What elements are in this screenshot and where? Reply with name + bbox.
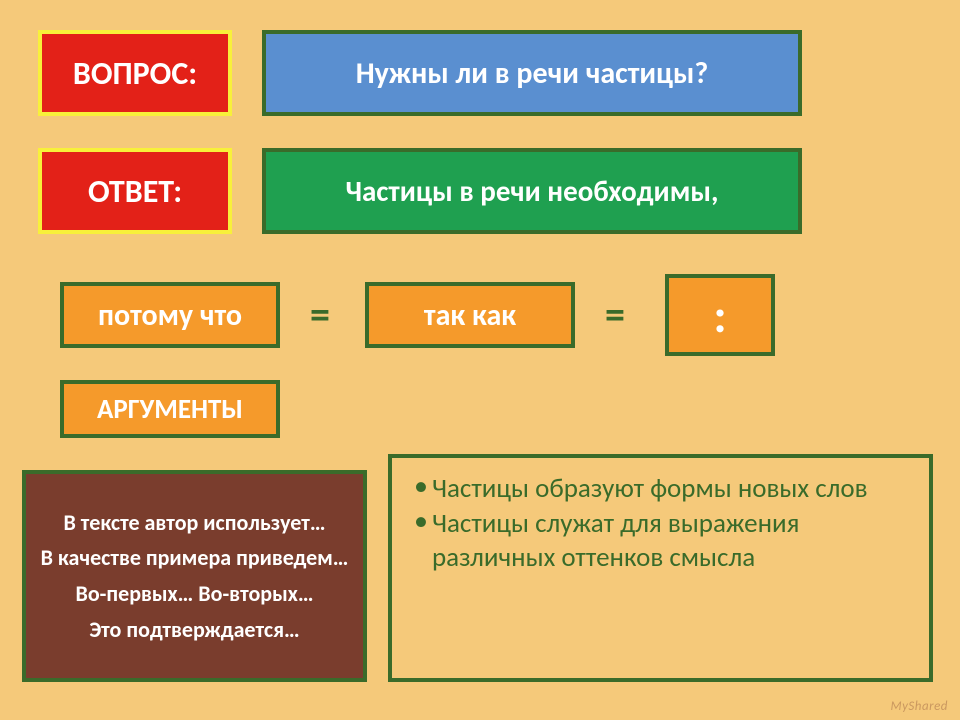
arguments-label-text: АРГУМЕНТЫ [97, 393, 243, 426]
question-label-text: ВОПРОС: [73, 54, 197, 93]
right-bullets-box: Частицы образуют формы новых слов Частиц… [388, 454, 933, 682]
answer-label: ОТВЕТ: [38, 148, 232, 234]
eq-box-3: : [665, 274, 775, 356]
eq-box-1: потому что [60, 282, 280, 348]
answer-text: Частицы в речи необходимы, [345, 173, 718, 209]
left-line-1: В тексте автор использует… [64, 508, 326, 538]
left-examples-box: В тексте автор использует… В качестве пр… [22, 470, 367, 682]
bullet-2: Частицы служат для выражения различных о… [414, 507, 913, 576]
watermark: MyShared [890, 699, 948, 714]
question-text-box: Нужны ли в речи частицы? [262, 30, 802, 116]
eq-box-2: так как [365, 282, 575, 348]
question-label: ВОПРОС: [38, 30, 232, 116]
eq-text-3: : [713, 286, 726, 345]
answer-text-box: Частицы в речи необходимы, [262, 148, 802, 234]
left-line-3: Во-первых… Во-вторых… [75, 579, 313, 609]
left-line-4: Это подтверждается… [89, 615, 299, 645]
arguments-label: АРГУМЕНТЫ [60, 380, 280, 438]
bullet-1: Частицы образуют формы новых слов [414, 472, 913, 507]
left-line-2: В качестве примера приведем… [41, 543, 349, 573]
equals-1: = [310, 290, 330, 339]
equals-2: = [605, 290, 625, 339]
eq-text-1: потому что [98, 297, 242, 334]
question-text: Нужны ли в речи частицы? [356, 55, 708, 92]
answer-label-text: ОТВЕТ: [88, 172, 182, 211]
eq-text-2: так как [424, 297, 516, 334]
